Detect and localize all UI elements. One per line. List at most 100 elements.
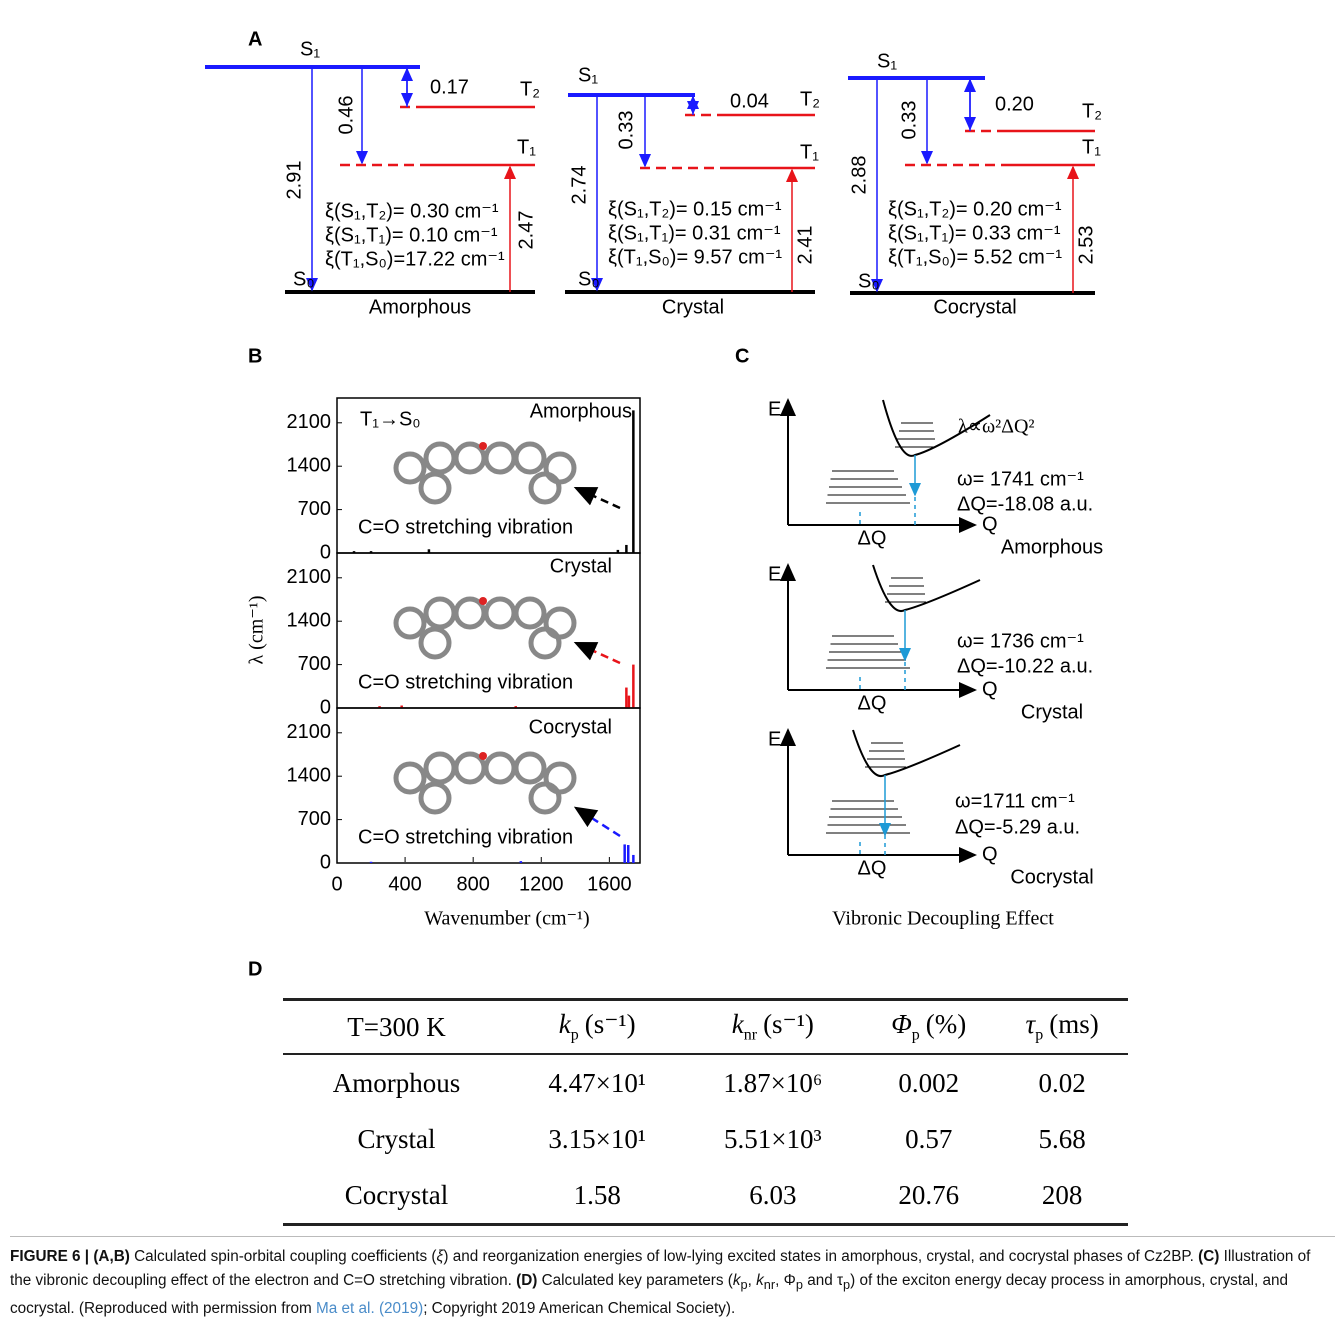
atom <box>421 629 449 657</box>
caption-text[interactable]: Ma et al. (2019) <box>316 1300 423 1317</box>
atom <box>516 599 544 627</box>
label: 800 <box>456 873 489 895</box>
label: 2.53 <box>1075 226 1097 265</box>
label: S₁ <box>578 64 598 86</box>
label: E <box>768 563 781 585</box>
label: ξ(S₁,T₁)= 0.31 cm⁻¹ <box>608 222 781 244</box>
label: T₁ <box>517 136 536 158</box>
label: λ (cm⁻¹) <box>246 595 268 664</box>
header-cell: T=300 K <box>283 1000 510 1055</box>
table-cell: 1.87×10⁶ <box>684 1054 861 1111</box>
label: 0 <box>320 541 331 563</box>
label: 2.41 <box>794 226 816 265</box>
label: E <box>768 728 781 750</box>
label: ξ(S₁,T₁)= 0.10 cm⁻¹ <box>325 224 498 246</box>
atom <box>546 454 574 482</box>
atom <box>421 474 449 502</box>
caption-text: k <box>733 1272 741 1289</box>
label: E <box>768 398 781 420</box>
vibration-arrow <box>576 488 620 508</box>
label: 2100 <box>287 566 332 588</box>
label: 0.04 <box>730 90 769 112</box>
label: ΔQ <box>858 527 887 549</box>
label: 700 <box>298 653 331 675</box>
atom <box>426 599 454 627</box>
caption-text: , Φ <box>775 1272 796 1289</box>
label: Q <box>982 678 998 700</box>
table-cell: Crystal <box>283 1111 510 1167</box>
label: ξ(T₁,S₀)= 9.57 cm⁻¹ <box>608 246 782 268</box>
table-cell: Amorphous <box>283 1054 510 1111</box>
caption-text: nr <box>764 1277 775 1292</box>
label: ξ(S₁,T₁)= 0.33 cm⁻¹ <box>888 222 1061 244</box>
atom <box>486 754 514 782</box>
label: Amorphous <box>530 400 632 422</box>
atom <box>426 444 454 472</box>
atom <box>396 609 424 637</box>
table-header: T=300 Kkp(s⁻¹)knr(s⁻¹)Φp(%)τp(ms) <box>283 1000 1128 1055</box>
oxygen <box>479 752 487 760</box>
caption-text: ) and reorganization energies of low-lyi… <box>443 1248 1198 1265</box>
caption-text: FIGURE 6 | (A,B) <box>10 1248 130 1265</box>
label: 0.33 <box>615 111 637 150</box>
caption-text: Calculated key parameters ( <box>537 1272 733 1289</box>
table-cell: Cocrystal <box>283 1167 510 1225</box>
header-unit: (s⁻¹) <box>763 1009 814 1039</box>
label: ΔQ <box>858 692 887 714</box>
header-unit: (%) <box>926 1009 966 1039</box>
table-cell: 208 <box>996 1167 1128 1225</box>
label: ξ(S₁,T₂)= 0.30 cm⁻¹ <box>325 200 499 222</box>
label: ΔQ=-10.22 a.u. <box>957 655 1093 677</box>
vibration-arrow <box>576 808 620 836</box>
label: D <box>248 958 262 980</box>
atom <box>421 784 449 812</box>
atom <box>516 754 544 782</box>
label: 0 <box>320 696 331 718</box>
header-symbol: T=300 K <box>347 1012 445 1042</box>
label: 1400 <box>287 609 332 631</box>
label: C=O stretching vibration <box>358 516 573 538</box>
label: T₂ <box>520 78 540 100</box>
label: Amorphous <box>1001 536 1103 558</box>
label: ω= 1736 cm⁻¹ <box>957 630 1084 652</box>
label: S₀ <box>293 268 315 290</box>
header-cell: knr(s⁻¹) <box>684 1000 861 1055</box>
table-cell: 5.51×10³ <box>684 1111 861 1167</box>
header-subscript: p <box>1035 1027 1043 1044</box>
atom <box>531 474 559 502</box>
label: Cocrystal <box>529 716 612 738</box>
caption-text: , <box>748 1272 757 1289</box>
caption-text: and τ <box>803 1272 843 1289</box>
oxygen <box>479 597 487 605</box>
label: Wavenumber (cm⁻¹) <box>424 908 589 930</box>
label: ΔQ=-5.29 a.u. <box>955 816 1080 838</box>
table-cell: 0.002 <box>861 1054 996 1111</box>
vibration-arrow <box>576 643 620 663</box>
label: 2100 <box>287 411 332 433</box>
label: T₁ <box>800 141 819 163</box>
label: ξ(S₁,T₂)= 0.20 cm⁻¹ <box>888 198 1062 220</box>
header-subscript: p <box>912 1027 920 1044</box>
label: 1400 <box>287 454 332 476</box>
atom <box>546 609 574 637</box>
atom <box>531 784 559 812</box>
label: ω= 1741 cm⁻¹ <box>957 468 1084 490</box>
label: 700 <box>298 498 331 520</box>
label: Q <box>982 513 998 535</box>
label: ΔQ=-18.08 a.u. <box>957 493 1093 515</box>
label: 2.91 <box>283 161 305 200</box>
header-cell: Φp(%) <box>861 1000 996 1055</box>
atom <box>396 764 424 792</box>
atom <box>516 444 544 472</box>
label: 0 <box>320 851 331 873</box>
caption-text: Calculated spin-orbital coupling coeffic… <box>130 1248 437 1265</box>
label: T₁ <box>1082 136 1101 158</box>
atom <box>531 629 559 657</box>
label: B <box>248 345 262 367</box>
label: C=O stretching vibration <box>358 826 573 848</box>
caption-text: p <box>741 1277 748 1292</box>
header-unit: (ms) <box>1049 1009 1099 1039</box>
caption-text: (C) <box>1198 1248 1219 1265</box>
